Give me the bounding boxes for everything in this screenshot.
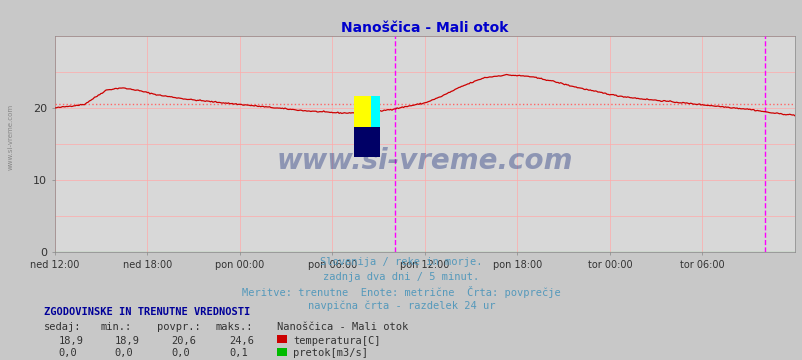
Bar <box>354 96 371 127</box>
Text: 18,9: 18,9 <box>59 336 83 346</box>
Bar <box>354 127 379 157</box>
Text: 0,0: 0,0 <box>171 348 189 359</box>
Text: 20,6: 20,6 <box>171 336 196 346</box>
Bar <box>371 96 379 127</box>
Text: Meritve: trenutne  Enote: metrične  Črta: povprečje: Meritve: trenutne Enote: metrične Črta: … <box>242 286 560 298</box>
Text: www.si-vreme.com: www.si-vreme.com <box>7 104 14 170</box>
Text: pretok[m3/s]: pretok[m3/s] <box>293 348 367 359</box>
Text: 0,0: 0,0 <box>59 348 77 359</box>
Text: sedaj:: sedaj: <box>44 322 82 332</box>
Text: povpr.:: povpr.: <box>156 322 200 332</box>
Text: 18,9: 18,9 <box>115 336 140 346</box>
Text: min.:: min.: <box>100 322 132 332</box>
Title: Nanoščica - Mali otok: Nanoščica - Mali otok <box>341 21 508 35</box>
Text: 0,1: 0,1 <box>229 348 248 359</box>
Text: Nanoščica - Mali otok: Nanoščica - Mali otok <box>277 322 407 332</box>
Text: 24,6: 24,6 <box>229 336 254 346</box>
Text: www.si-vreme.com: www.si-vreme.com <box>276 147 573 175</box>
Text: 0,0: 0,0 <box>115 348 133 359</box>
Text: zadnja dva dni / 5 minut.: zadnja dva dni / 5 minut. <box>323 272 479 282</box>
Text: navpična črta - razdelek 24 ur: navpična črta - razdelek 24 ur <box>307 301 495 311</box>
Text: ZGODOVINSKE IN TRENUTNE VREDNOSTI: ZGODOVINSKE IN TRENUTNE VREDNOSTI <box>44 307 250 317</box>
Text: Slovenija / reke in morje.: Slovenija / reke in morje. <box>320 257 482 267</box>
Text: temperatura[C]: temperatura[C] <box>293 336 380 346</box>
Text: maks.:: maks.: <box>215 322 253 332</box>
